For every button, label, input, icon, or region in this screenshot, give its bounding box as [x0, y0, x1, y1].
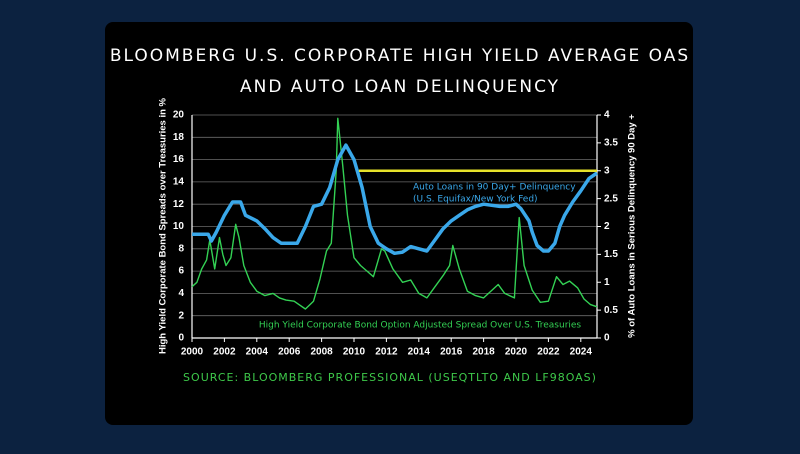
y2-tick-label: 2.5: [604, 193, 618, 204]
y-tick-label: 8: [178, 243, 184, 254]
x-tick-label: 2002: [213, 347, 236, 358]
y-tick-label: 16: [173, 154, 185, 165]
series-line: [192, 143, 598, 256]
x-tick-label: 2008: [310, 347, 333, 358]
y2-tick-label: 3.5: [604, 138, 618, 149]
series-label: High Yield Corporate Bond Option Adjuste…: [259, 321, 582, 331]
source-note: SOURCE: BLOOMBERG PROFESSIONAL (USEQTLTO…: [183, 371, 597, 384]
series-label: Auto Loans in 90 Day+ Delinquency: [413, 183, 576, 193]
y2-axis-label: % of Auto Loans in Serious Delinquency 9…: [627, 114, 638, 338]
x-tick-label: 2004: [246, 347, 269, 358]
x-tick-label: 2022: [537, 347, 560, 358]
y-tick-label: 18: [173, 132, 185, 143]
series-line: [191, 117, 598, 310]
x-tick-label: 2024: [570, 347, 593, 358]
panel: [105, 22, 693, 425]
y-tick-label: 4: [178, 288, 184, 299]
chart-title: AND AUTO LOAN DELINQUENCY: [240, 77, 560, 97]
y2-tick-label: 1: [604, 277, 610, 288]
y2-tick-label: 1.5: [604, 249, 618, 260]
x-tick-label: 2012: [375, 347, 398, 358]
x-tick-label: 2016: [440, 347, 463, 358]
y-tick-label: 0: [178, 333, 184, 344]
y-tick-label: 2: [178, 310, 184, 321]
y-tick-label: 14: [173, 177, 185, 188]
y2-tick-label: 0: [604, 333, 610, 344]
annotation: (U.S. Equifax/New York Fed): [413, 195, 538, 205]
x-tick-label: 2020: [505, 347, 528, 358]
y-tick-label: 20: [173, 110, 185, 121]
x-tick-label: 2006: [278, 347, 301, 358]
y-axis-label: High Yield Corporate Bond Spreads over T…: [158, 97, 169, 354]
y2-tick-label: 0.5: [604, 305, 618, 316]
y-tick-label: 6: [178, 266, 184, 277]
y2-tick-label: 2: [604, 221, 610, 232]
x-tick-label: 2014: [408, 347, 431, 358]
chart-title: BLOOMBERG U.S. CORPORATE HIGH YIELD AVER…: [110, 46, 690, 66]
y2-tick-label: 4: [604, 110, 610, 121]
y2-tick-label: 3: [604, 165, 610, 176]
x-tick-label: 2000: [181, 347, 204, 358]
y-tick-label: 12: [173, 199, 185, 210]
x-tick-label: 2010: [343, 347, 366, 358]
y-tick-label: 10: [173, 221, 185, 232]
x-tick-label: 2018: [472, 347, 495, 358]
